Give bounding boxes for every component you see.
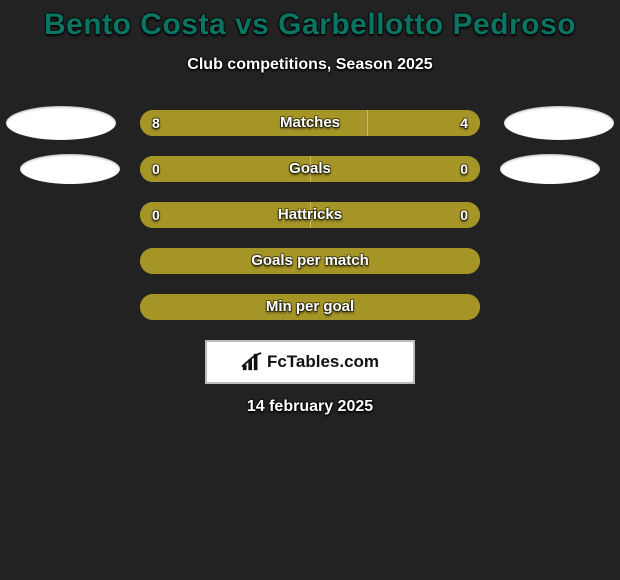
stat-value-left: 8 [152,110,160,136]
stat-value-right: 0 [460,202,468,228]
page-title: Bento Costa vs Garbellotto Pedroso [0,0,620,42]
stat-bar: Hattricks0 0 [140,202,480,228]
stat-label: Min per goal [140,294,480,320]
stat-value-left: 0 [152,156,160,182]
flank-disc-left [20,154,120,184]
stat-label: Matches [140,110,480,136]
stat-bar: Goals per match [140,248,480,274]
brand-bars-icon [241,352,263,372]
stat-row: Matches8 4 [0,110,620,136]
stat-row: Goals per match [0,248,620,274]
stat-value-left: 0 [152,202,160,228]
flank-disc-left [6,106,116,140]
page-subtitle: Club competitions, Season 2025 [0,56,620,74]
stat-row: Min per goal [0,294,620,320]
stat-value-right: 0 [460,156,468,182]
flank-disc-right [504,106,614,140]
stat-label: Goals [140,156,480,182]
page-root: Bento Costa vs Garbellotto Pedroso Club … [0,0,620,580]
stat-value-right: 4 [460,110,468,136]
stat-bar: Matches8 4 [140,110,480,136]
flank-disc-right [500,154,600,184]
brand-bars-icon-svg [242,353,261,370]
stat-label: Goals per match [140,248,480,274]
stat-row: Hattricks0 0 [0,202,620,228]
stat-bar: Goals0 0 [140,156,480,182]
brand-box: FcTables.com [205,340,415,384]
stat-label: Hattricks [140,202,480,228]
stat-bar: Min per goal [140,294,480,320]
date-text: 14 february 2025 [0,398,620,416]
brand-text: FcTables.com [267,352,379,372]
stats-chart: Matches84Goals00Hattricks00Goals per mat… [0,110,620,320]
stat-row: Goals0 0 [0,156,620,182]
